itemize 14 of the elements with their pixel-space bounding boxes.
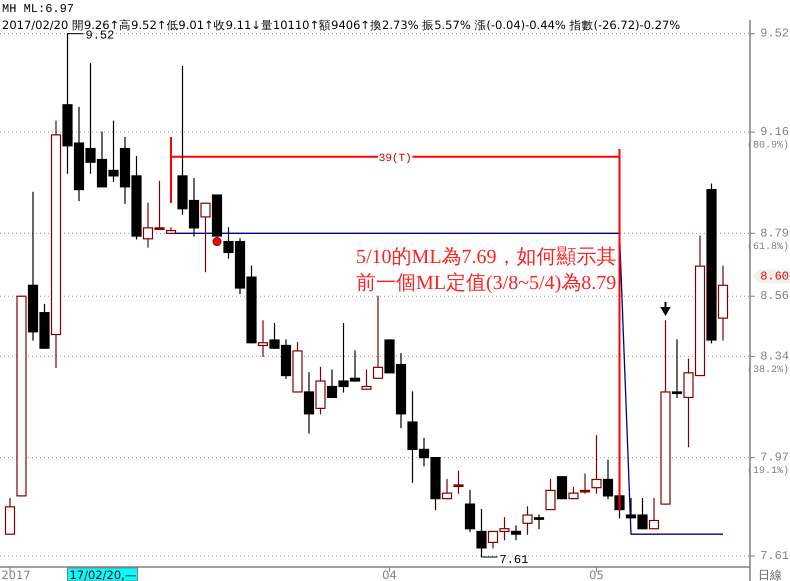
annotation: 前一個ML定值(3/8~5/4)為8.79 [356, 272, 616, 294]
annotation: 7.61 [500, 553, 528, 568]
y-tick-label: 7.61 [760, 549, 789, 564]
y-tick-label: 9.52 [760, 26, 789, 41]
x-tick-label: 04 [382, 568, 397, 581]
annotation: 39(T) [378, 153, 412, 165]
text: 8.60 [760, 269, 789, 284]
title: MH ML:6.97 [2, 2, 74, 16]
y-tick-label: 8.56 [760, 289, 789, 304]
text: 日線 [758, 568, 782, 581]
x-tick-label: 05 [589, 568, 604, 581]
annotation: 5/10的ML為7.69，如何顯示其 [356, 246, 617, 268]
annotation: 17/02/20,— [70, 568, 136, 581]
x-tick-label: 2017 [1, 568, 31, 581]
